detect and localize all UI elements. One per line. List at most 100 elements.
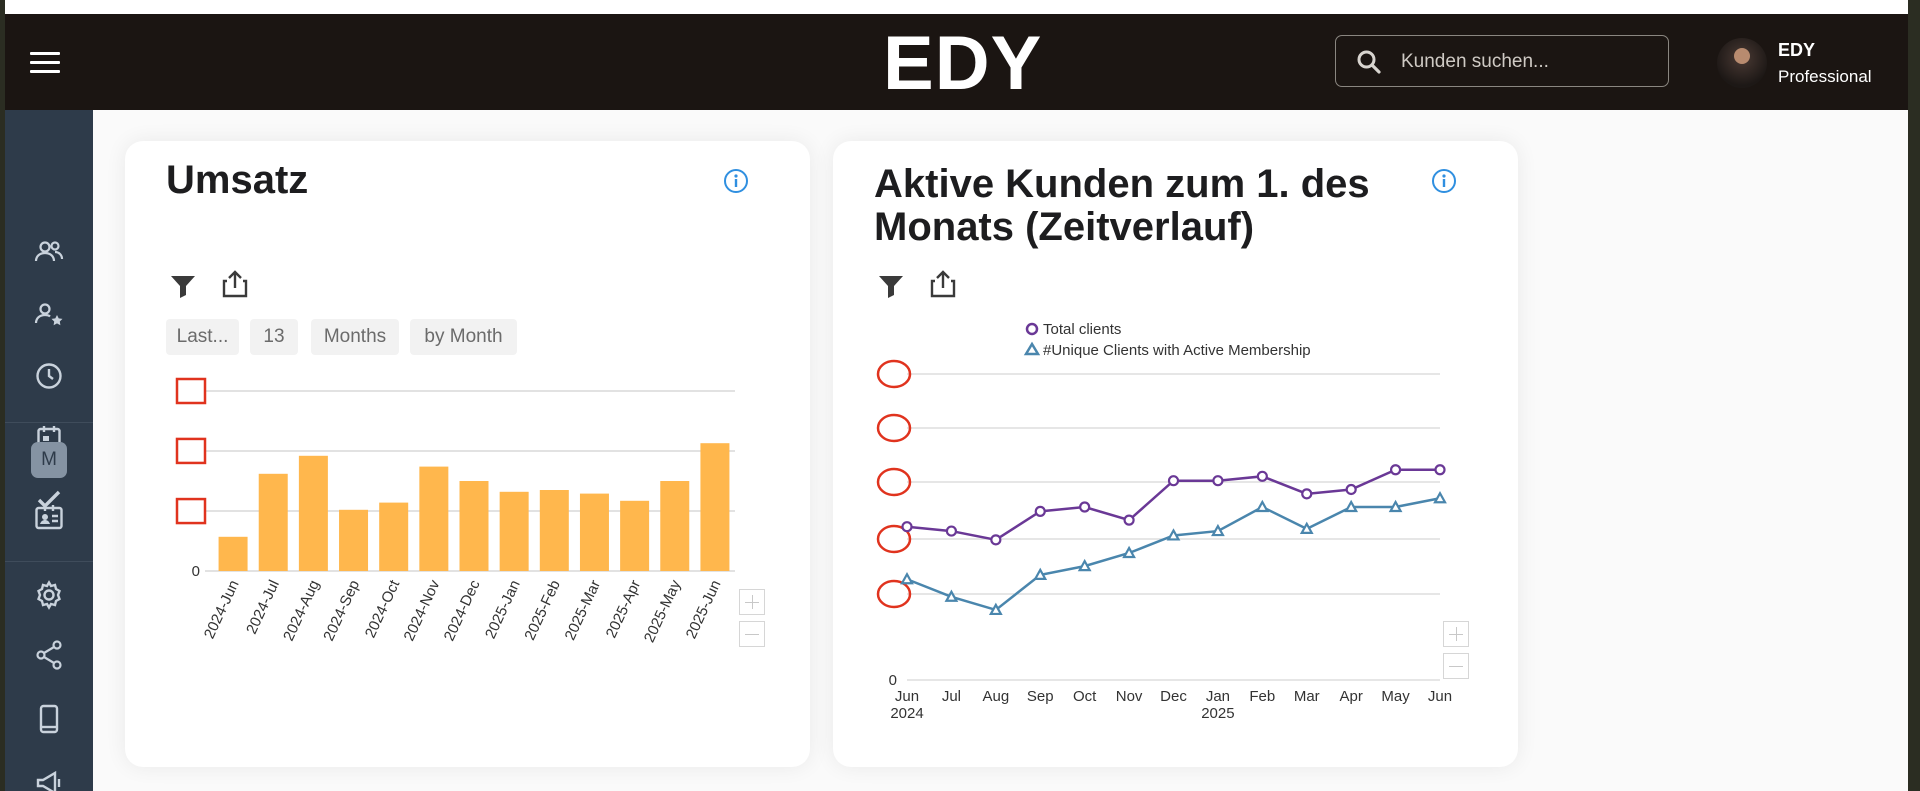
sidebar-item-contracts[interactable] <box>5 493 93 541</box>
app-logo[interactable]: EDY <box>883 21 1043 106</box>
search-input[interactable] <box>1399 45 1653 79</box>
sidebar-item-app[interactable] <box>5 695 93 743</box>
x-tick-label: 2024-Oct <box>362 577 404 641</box>
sidebar-item-settings[interactable] <box>5 571 93 619</box>
x-tick-label: Feb <box>1249 688 1275 705</box>
x-tick-label: 2025-Jan <box>482 578 524 642</box>
y-tick-marker <box>876 579 912 609</box>
x-tick-label: Jun <box>1428 688 1452 705</box>
zoom-out-button[interactable] <box>739 621 765 647</box>
sidebar-item-membership[interactable]: M <box>5 436 93 484</box>
x-tick-label: 2024-Dec <box>441 577 484 644</box>
x-tick-label: 2025-May <box>641 577 685 645</box>
data-point <box>988 602 1003 616</box>
filter-period-pill[interactable]: Last... <box>166 319 239 355</box>
legend-label: #Unique Clients with Active Membership <box>1043 342 1311 359</box>
avatar[interactable] <box>1717 38 1767 88</box>
x-tick-label: 2024-Jul <box>243 578 283 637</box>
data-point <box>1389 464 1402 476</box>
x-tick-label: 2025-Mar <box>562 578 605 643</box>
sidebar: M <box>5 110 93 791</box>
bar <box>660 481 690 571</box>
users-icon <box>34 241 64 262</box>
gear-icon <box>37 580 61 610</box>
data-point <box>990 534 1002 546</box>
customer-search[interactable] <box>1335 35 1669 87</box>
x-tick-label: Jan <box>1206 688 1230 705</box>
bar <box>339 509 369 571</box>
window-top-strip <box>5 0 1908 14</box>
data-point <box>1344 499 1359 513</box>
x-tick-label: 2024-Sep <box>320 578 363 644</box>
data-point <box>901 521 913 533</box>
y-tick-marker <box>876 359 912 389</box>
data-point <box>1345 483 1357 496</box>
bar <box>539 490 569 571</box>
data-point <box>1301 488 1313 500</box>
x-tick-label: Jul <box>942 688 961 705</box>
bar <box>579 493 609 571</box>
data-point <box>944 589 959 602</box>
x-tick-label: Apr <box>1339 688 1362 705</box>
user-role: Professional <box>1778 67 1872 86</box>
x-tick-label: 2024-Nov <box>401 577 444 644</box>
x-tick-label: Dec <box>1160 688 1187 705</box>
y-tick-label: 0 <box>889 672 897 689</box>
x-year-label: 2025 <box>1201 705 1234 722</box>
x-tick-label: 2025-Jun <box>683 578 725 642</box>
filter-icon[interactable] <box>877 273 905 299</box>
bar <box>459 481 489 571</box>
bar <box>700 443 730 571</box>
x-tick-label: 2024-Jun <box>201 578 243 642</box>
info-icon[interactable] <box>723 168 749 194</box>
filter-count-pill[interactable]: 13 <box>250 319 298 355</box>
export-icon[interactable] <box>929 269 957 299</box>
x-tick-label: Nov <box>1116 688 1143 705</box>
x-tick-label: Oct <box>1073 688 1097 705</box>
y-tick-marker <box>175 497 207 525</box>
x-tick-label: Sep <box>1027 688 1054 705</box>
info-icon[interactable] <box>1431 168 1457 194</box>
y-tick-label: 0 <box>192 563 200 580</box>
x-tick-label: Aug <box>982 688 1009 705</box>
filter-granularity-pill[interactable]: by Month <box>410 319 517 355</box>
bar <box>258 473 288 571</box>
id-card-icon <box>35 505 63 530</box>
sidebar-item-clients[interactable] <box>5 228 93 276</box>
active-clients-card: Aktive Kunden zum 1. des Monats (Zeitver… <box>833 141 1518 767</box>
user-name[interactable]: EDY <box>1778 40 1816 60</box>
sidebar-item-leads[interactable] <box>5 290 93 338</box>
data-point <box>1079 501 1091 513</box>
megaphone-icon <box>36 770 61 791</box>
x-tick-label: Mar <box>1294 688 1320 705</box>
sidebar-item-history[interactable] <box>5 352 93 400</box>
sidebar-item-share[interactable] <box>5 631 93 679</box>
revenue-card: Umsatz Last... 13 Months by Month 0 2024-… <box>125 141 810 767</box>
x-tick-label: Jun <box>895 688 919 705</box>
data-point <box>1299 521 1314 534</box>
export-icon[interactable] <box>221 269 249 299</box>
menu-icon[interactable] <box>30 52 60 74</box>
y-tick-marker <box>175 437 207 465</box>
filter-unit-pill[interactable]: Months <box>311 319 399 355</box>
revenue-card-title: Umsatz <box>166 158 309 202</box>
sidebar-item-marketing[interactable] <box>5 759 93 791</box>
data-point <box>1033 567 1048 580</box>
top-header: EDY EDY Professional <box>5 14 1908 110</box>
user-star-icon <box>34 303 63 326</box>
x-tick-label: May <box>1381 688 1410 705</box>
y-tick-marker <box>876 524 912 554</box>
filter-icon[interactable] <box>169 273 197 299</box>
legend-label: Total clients <box>1043 321 1121 338</box>
data-point <box>1256 470 1268 482</box>
data-point <box>1077 558 1092 572</box>
zoom-in-button[interactable] <box>1443 621 1469 647</box>
zoom-in-button[interactable] <box>739 589 765 615</box>
legend-marker <box>1023 341 1041 356</box>
bar <box>218 536 248 571</box>
share-icon <box>36 640 62 670</box>
zoom-out-button[interactable] <box>1443 653 1469 679</box>
bar <box>620 500 650 571</box>
